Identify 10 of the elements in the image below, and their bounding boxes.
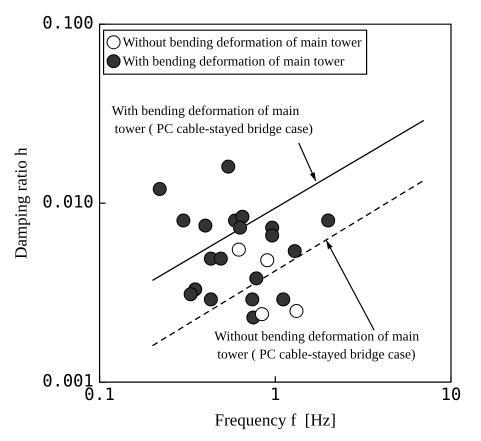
x-axis-title: Frequency f [Hz] bbox=[214, 410, 336, 430]
y-axis-title: Damping ratio h bbox=[12, 146, 31, 259]
annotation: With bending deformation of main tower ( PC cable-stayed bridge case) bbox=[112, 103, 313, 136]
legend-label: Without bending deformation of main tower bbox=[122, 34, 362, 50]
y-tick-label: 0.100 bbox=[42, 14, 94, 34]
legend-label: With bending deformation of main tower bbox=[122, 54, 345, 69]
x-tick-label: 1 bbox=[270, 384, 280, 405]
x-tick-label: 10 bbox=[440, 384, 462, 405]
annotation: Without bending deformation of main tower ( PC cable-stayed bridge case) bbox=[214, 328, 420, 362]
y-tick-label: 0.010 bbox=[42, 192, 94, 213]
